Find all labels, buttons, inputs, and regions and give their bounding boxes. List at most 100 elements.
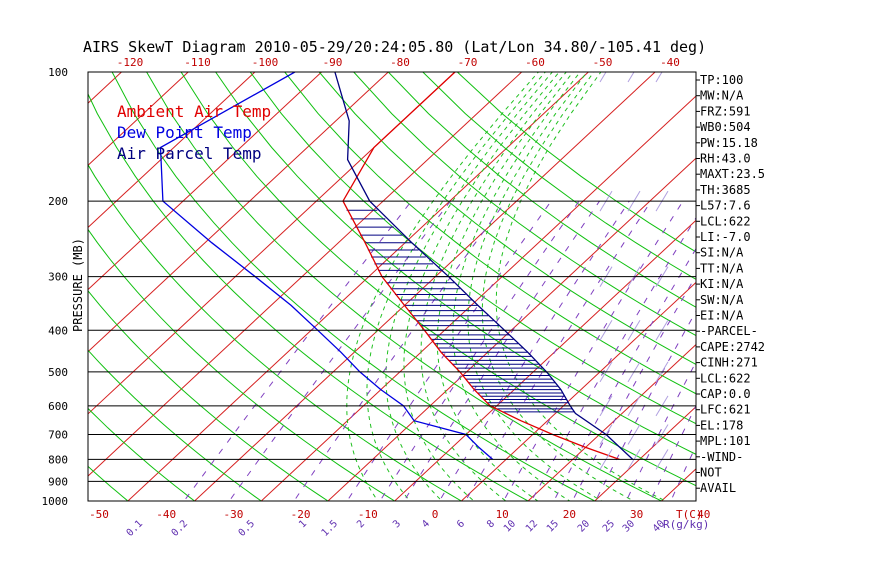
- dry-adiabat-line: [215, 72, 696, 455]
- isotherm-line: [527, 343, 696, 501]
- dry-adiabat-line: [146, 72, 663, 501]
- wind-barb-mark: [627, 72, 635, 83]
- dry-adiabat-line: [318, 72, 696, 365]
- moist-adiabat-line: [467, 72, 603, 501]
- index-item: TT:N/A: [700, 261, 744, 275]
- mixing-ratio-tick-label: 25: [601, 518, 617, 534]
- wind-barb-mark: [655, 72, 663, 83]
- index-item: RH:43.0: [700, 152, 751, 166]
- isotherm-line: [0, 72, 55, 510]
- pressure-tick-label: 800: [48, 453, 68, 466]
- mixing-ratio-tick-label: 4: [420, 518, 432, 530]
- pressure-tick-label: 300: [48, 271, 68, 284]
- dry-adiabat-line: [88, 92, 530, 501]
- dry-adiabat-line: [0, 72, 71, 510]
- index-item: LI:-7.0: [700, 230, 751, 244]
- index-item: -WIND-: [700, 450, 743, 464]
- index-item: MAXT:23.5: [700, 167, 765, 181]
- bottom-temp-tick-label: -30: [223, 508, 243, 521]
- moist-adiabat-line: [436, 72, 574, 501]
- moist-adiabat-line: [452, 72, 581, 501]
- pressure-tick-label: 500: [48, 366, 68, 379]
- mixing-ratio-line: [670, 444, 696, 501]
- dry-adiabat-line: [88, 465, 129, 501]
- mixing-ratio-line: [553, 247, 696, 501]
- mixing-ratio-line: [650, 404, 696, 501]
- legend-dew-point-temp: Dew Point Temp: [117, 123, 252, 142]
- dry-adiabat-line: [88, 290, 329, 501]
- bottom-temp-tick-label: -40: [156, 508, 176, 521]
- pressure-tick-label: 1000: [42, 495, 69, 508]
- bottom-temp-tick-label: 10: [496, 508, 509, 521]
- isotherm-line: [88, 72, 389, 353]
- mixing-ratio-tick-label: 15: [545, 518, 561, 534]
- pressure-tick-label: 600: [48, 400, 68, 413]
- mixing-ratio-line: [346, 200, 552, 501]
- bottom-temp-tick-label: 40: [697, 508, 710, 521]
- isotherm-line: [660, 468, 696, 501]
- isotherm-line: [460, 281, 696, 501]
- mixing-ratio-line: [403, 200, 600, 501]
- isotherm-line: [88, 72, 523, 477]
- index-item: L57:7.6: [700, 199, 751, 213]
- wind-barb-mark: [599, 72, 607, 83]
- index-item: TP:100: [700, 73, 743, 87]
- top-temp-tick-label: -60: [525, 56, 545, 69]
- index-item: AVAIL: [700, 481, 736, 495]
- moist-adiabat-line: [403, 72, 560, 501]
- top-temp-tick-label: -110: [184, 56, 211, 69]
- index-item: -PARCEL-: [700, 324, 758, 338]
- legend-ambient-air-temp: Ambient Air Temp: [117, 102, 271, 121]
- mixing-ratio-line: [438, 200, 630, 501]
- mixing-ratio-line: [530, 216, 696, 501]
- index-item: EL:178: [700, 418, 743, 432]
- index-item: NOT: [700, 466, 722, 480]
- dry-adiabat-line: [88, 349, 263, 501]
- index-item: PW:15.18: [700, 136, 758, 150]
- moist-adiabat-line: [495, 72, 667, 501]
- dry-adiabat-line: [88, 228, 396, 501]
- bottom-temp-tick-label: 30: [630, 508, 643, 521]
- dry-adiabat-line: [249, 72, 696, 425]
- mixing-ratio-tick-label: 12: [524, 518, 540, 534]
- dry-adiabat-line: [353, 72, 696, 337]
- index-item: SI:N/A: [700, 246, 744, 260]
- index-item: LFC:621: [700, 403, 751, 417]
- top-temp-tick-label: -120: [117, 56, 144, 69]
- dry-adiabat-line: [387, 72, 696, 308]
- y-axis-label: PRESSURE (MB): [71, 238, 85, 332]
- moist-adiabat-line: [481, 72, 635, 501]
- isotherm-line: [127, 72, 589, 501]
- index-item: SW:N/A: [700, 293, 744, 307]
- index-item: KI:N/A: [700, 277, 744, 291]
- mixing-ratio-line: [595, 310, 696, 501]
- dry-adiabat-line: [88, 407, 196, 501]
- index-item: MW:N/A: [700, 89, 744, 103]
- mixing-ratio-tick-label: 0.1: [125, 518, 146, 539]
- chart-title: AIRS SkewT Diagram 2010-05-29/20:24:05.8…: [83, 38, 706, 56]
- mixing-ratio-unit-label: R(g/kg): [663, 518, 709, 531]
- dry-adiabat-line: [422, 72, 696, 280]
- bottom-temp-tick-label: 20: [563, 508, 576, 521]
- index-item: CINH:271: [700, 356, 758, 370]
- top-temp-tick-label: -40: [660, 56, 680, 69]
- bottom-axis-unit-label: T(C): [676, 508, 703, 521]
- dry-adiabat-line: [180, 72, 696, 487]
- index-item: TH:3685: [700, 183, 751, 197]
- pressure-tick-label: 700: [48, 429, 68, 442]
- dry-adiabat-line: [456, 72, 696, 253]
- top-temp-tick-label: -100: [252, 56, 279, 69]
- mixing-ratio-line: [183, 200, 412, 501]
- mixing-ratio-tick-label: 20: [576, 518, 592, 534]
- mixing-ratio-line: [502, 200, 684, 501]
- dry-adiabat-line: [111, 72, 596, 501]
- isotherm-line: [594, 406, 696, 501]
- top-temp-tick-label: -70: [458, 56, 478, 69]
- mixing-ratio-line: [571, 274, 696, 501]
- pressure-tick-label: 200: [48, 195, 68, 208]
- mixing-ratio-tick-label: 0.2: [170, 518, 191, 539]
- index-item: FRZ:591: [700, 104, 751, 118]
- dry-adiabat-line: [88, 163, 463, 501]
- isotherm-line: [193, 72, 656, 501]
